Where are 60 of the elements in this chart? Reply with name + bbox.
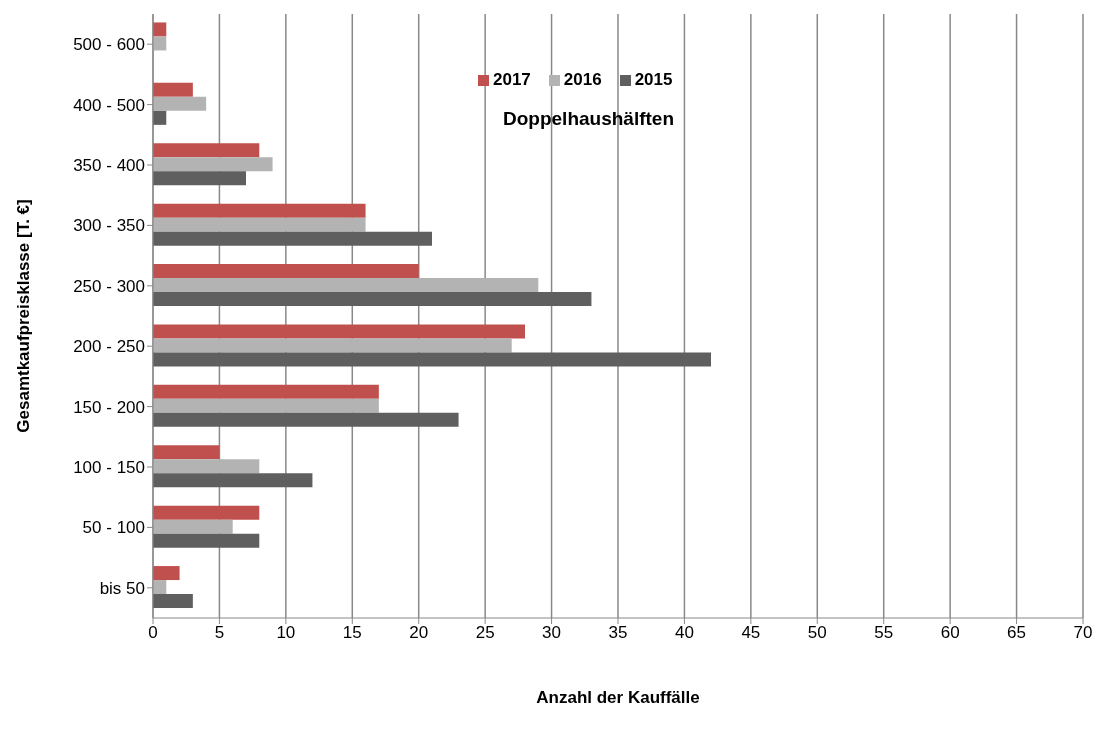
y-tick-label: 250 - 300	[73, 276, 145, 296]
bar	[153, 580, 167, 595]
x-tick-label: 10	[276, 623, 296, 643]
x-tick-label: 0	[148, 623, 158, 643]
x-tick-label: 35	[608, 623, 628, 643]
bar	[153, 143, 260, 158]
y-axis-title: Gesamtkaufpreisklasse [T. €]	[14, 199, 34, 433]
x-tick-label: 20	[409, 623, 429, 643]
bar	[153, 473, 313, 488]
x-tick-label: 30	[542, 623, 562, 643]
bar	[153, 505, 260, 520]
y-tick-label: 500 - 600	[73, 35, 145, 55]
bar	[153, 96, 207, 111]
bar	[153, 384, 379, 399]
legend-label: 2016	[562, 70, 602, 90]
text: Doppelhaushälften	[503, 108, 675, 130]
x-axis-title: Anzahl der Kauffälle	[536, 688, 700, 707]
x-tick-label: 55	[874, 623, 894, 643]
bar	[153, 412, 459, 427]
bar	[153, 278, 539, 293]
y-tick-label: 50 - 100	[82, 518, 145, 538]
x-tick-label: 65	[1007, 623, 1027, 643]
bar	[153, 459, 260, 474]
y-tick-label: 350 - 400	[73, 156, 145, 176]
bar	[153, 264, 419, 279]
bar	[153, 22, 167, 37]
y-tick-label: 400 - 500	[73, 95, 145, 115]
x-tick-label: 60	[940, 623, 960, 643]
bar	[153, 445, 220, 460]
y-tick-label: bis 50	[99, 578, 145, 598]
bar	[153, 566, 180, 581]
x-tick-label: 40	[674, 623, 694, 643]
bar	[153, 594, 193, 609]
bar	[153, 338, 512, 353]
bar	[153, 82, 193, 97]
bar	[153, 171, 246, 186]
x-tick-label: 50	[807, 623, 827, 643]
bar	[153, 324, 525, 339]
x-tick-label: 25	[475, 623, 495, 643]
y-tick-label: 150 - 200	[73, 397, 145, 417]
bar	[153, 203, 366, 218]
bar	[153, 519, 233, 534]
bar	[153, 217, 366, 232]
bar	[153, 157, 273, 172]
bar	[153, 110, 167, 125]
y-tick-label: 200 - 250	[73, 337, 145, 357]
legend-label: 2017	[492, 70, 531, 90]
bar	[153, 292, 592, 307]
x-tick-label: 70	[1073, 623, 1093, 643]
bar	[153, 533, 260, 548]
y-tick-label: 100 - 150	[73, 458, 145, 478]
x-tick-label: 15	[342, 623, 362, 643]
legend-label: 2015	[633, 70, 673, 90]
y-tick-label: 300 - 350	[73, 216, 145, 236]
x-tick-label: 5	[214, 623, 225, 643]
bar	[153, 231, 432, 246]
bar	[153, 36, 167, 51]
bar	[153, 352, 711, 367]
bar	[153, 398, 379, 413]
x-tick-label: 45	[741, 623, 761, 643]
